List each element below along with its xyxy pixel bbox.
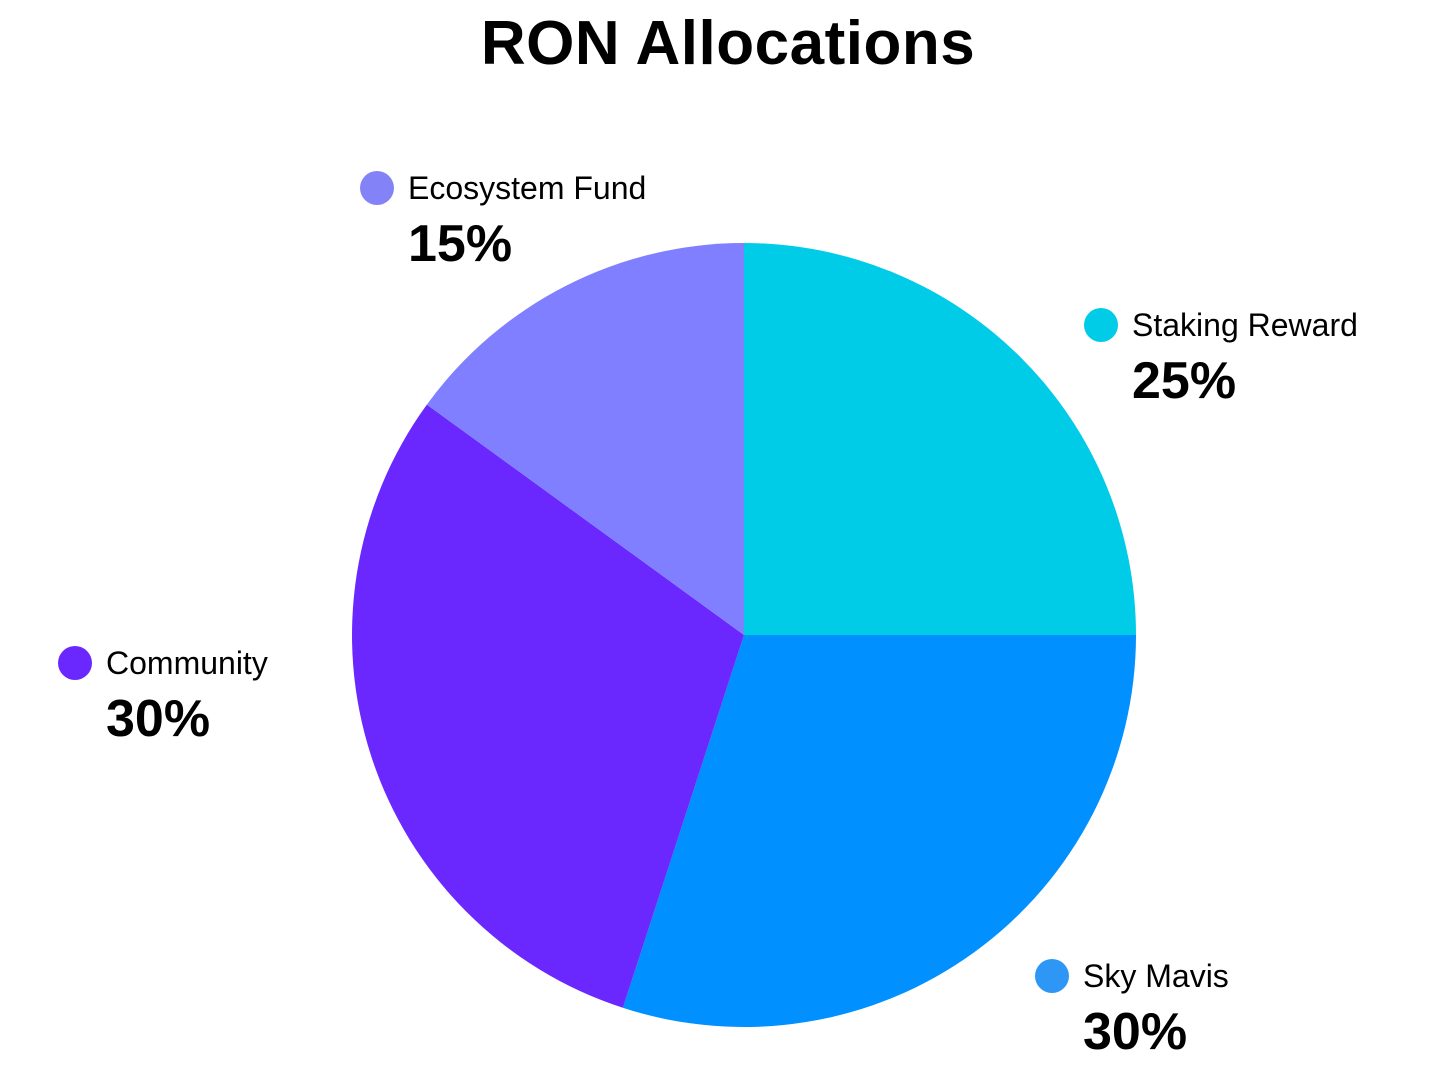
legend-entry-community: Community 30% [58, 643, 268, 749]
legend-entry-sky-mavis: Sky Mavis 30% [1035, 956, 1229, 1062]
pie-slice-community [352, 404, 744, 1008]
data-label-ecosystem-fund: 15% [408, 215, 513, 273]
data-label-staking-reward: 25% [1132, 352, 1237, 410]
legend-entry-ecosystem-fund: Ecosystem Fund 15% [360, 168, 646, 274]
legend-label-staking-reward: Staking Reward [1132, 307, 1358, 343]
legend-dot-staking-reward [1084, 308, 1118, 342]
legend-label-sky-mavis: Sky Mavis [1083, 958, 1229, 994]
pie-slice-staking-reward [744, 243, 1136, 635]
pie-slice-sky-mavis [622, 635, 1136, 1027]
legend-dot-community [58, 646, 92, 680]
legend-label-ecosystem-fund: Ecosystem Fund [408, 170, 647, 206]
pie-slice-ecosystem-fund [426, 243, 744, 635]
chart-title: RON Allocations [480, 9, 976, 78]
legend-entry-staking-reward: Staking Reward 25% [1084, 305, 1358, 411]
data-label-sky-mavis: 30% [1083, 1003, 1188, 1061]
data-label-community: 30% [106, 690, 211, 748]
legend-dot-sky-mavis [1035, 959, 1069, 993]
legend-label-community: Community [106, 645, 268, 681]
legend-dot-ecosystem-fund [360, 171, 394, 205]
